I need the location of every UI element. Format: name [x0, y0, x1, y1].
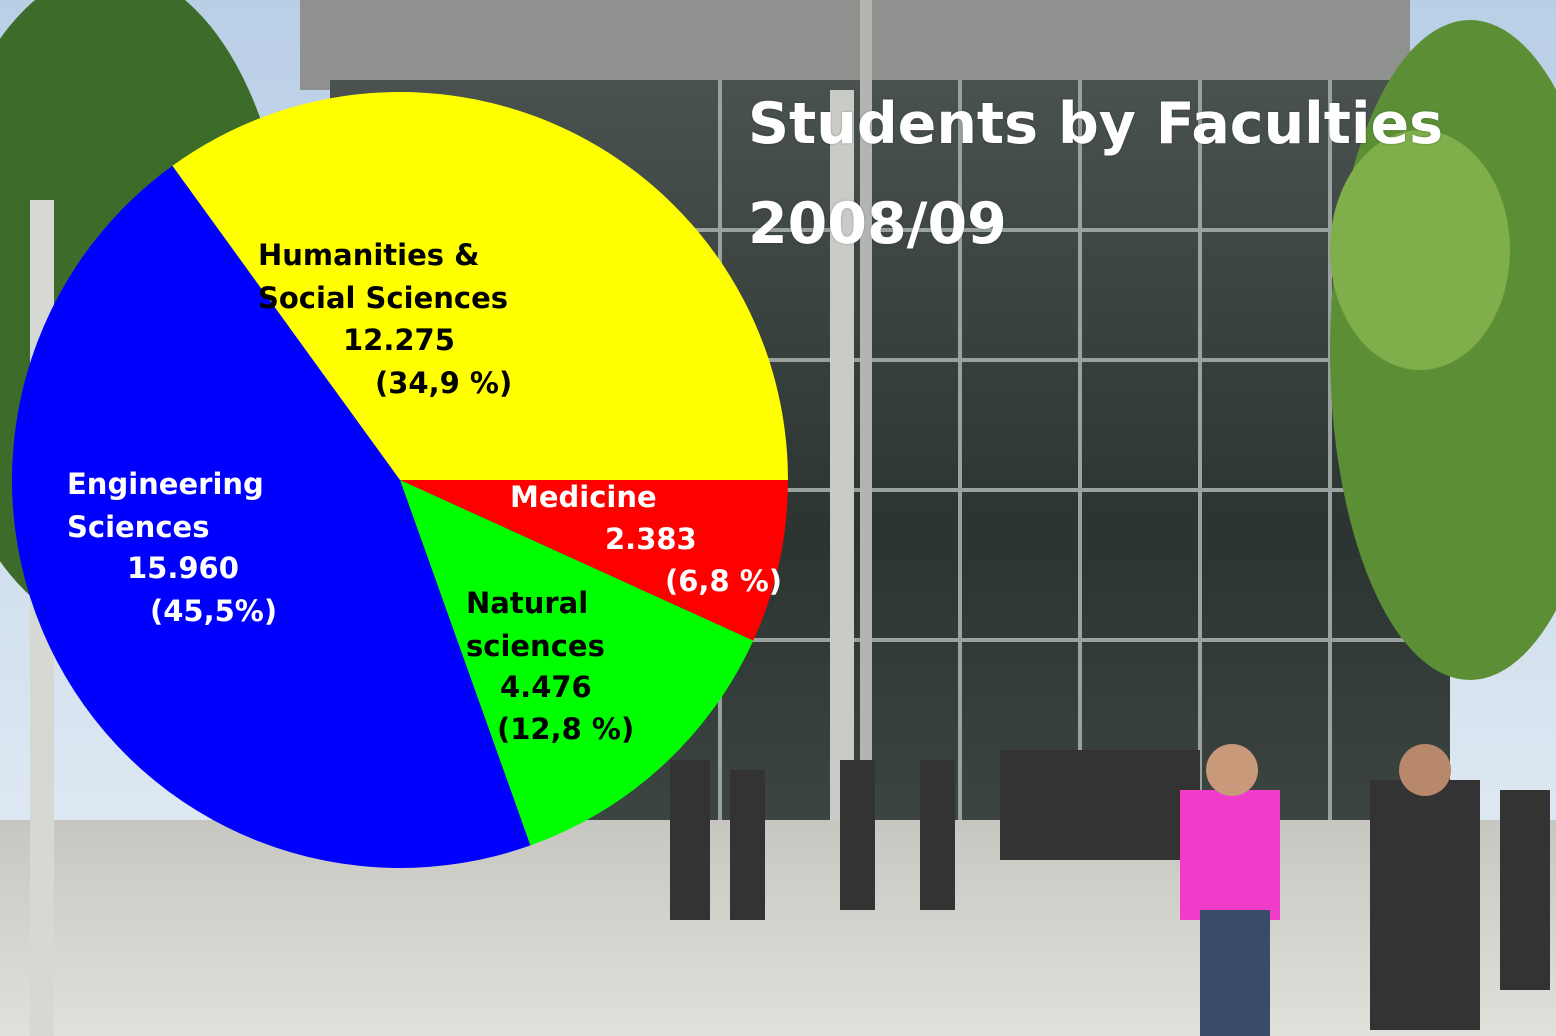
pie-slice [12, 165, 531, 868]
slice-value-label: 12.275 [343, 323, 455, 357]
slice-value-label: 2.383 [605, 522, 697, 556]
chart-title: Students by Faculties 2008/09 [748, 91, 1444, 257]
slice-percent-label: (45,5%) [150, 594, 278, 628]
slice-value-label: 4.476 [500, 670, 592, 704]
slice-category-label: Humanities & Social Sciences [258, 238, 508, 315]
slice-category-label: Medicine [510, 480, 657, 514]
pie-slice [400, 480, 754, 846]
slice-category-label: Engineering Sciences [67, 467, 264, 544]
pie-slice [172, 92, 788, 480]
slice-percent-label: (34,9 %) [375, 366, 513, 400]
slice-percent-label: (6,8 %) [665, 564, 783, 598]
pie-slice [400, 480, 788, 641]
slice-category-label: Natural sciences [466, 586, 605, 663]
slice-value-label: 15.960 [127, 551, 239, 585]
slice-percent-label: (12,8 %) [497, 712, 635, 746]
